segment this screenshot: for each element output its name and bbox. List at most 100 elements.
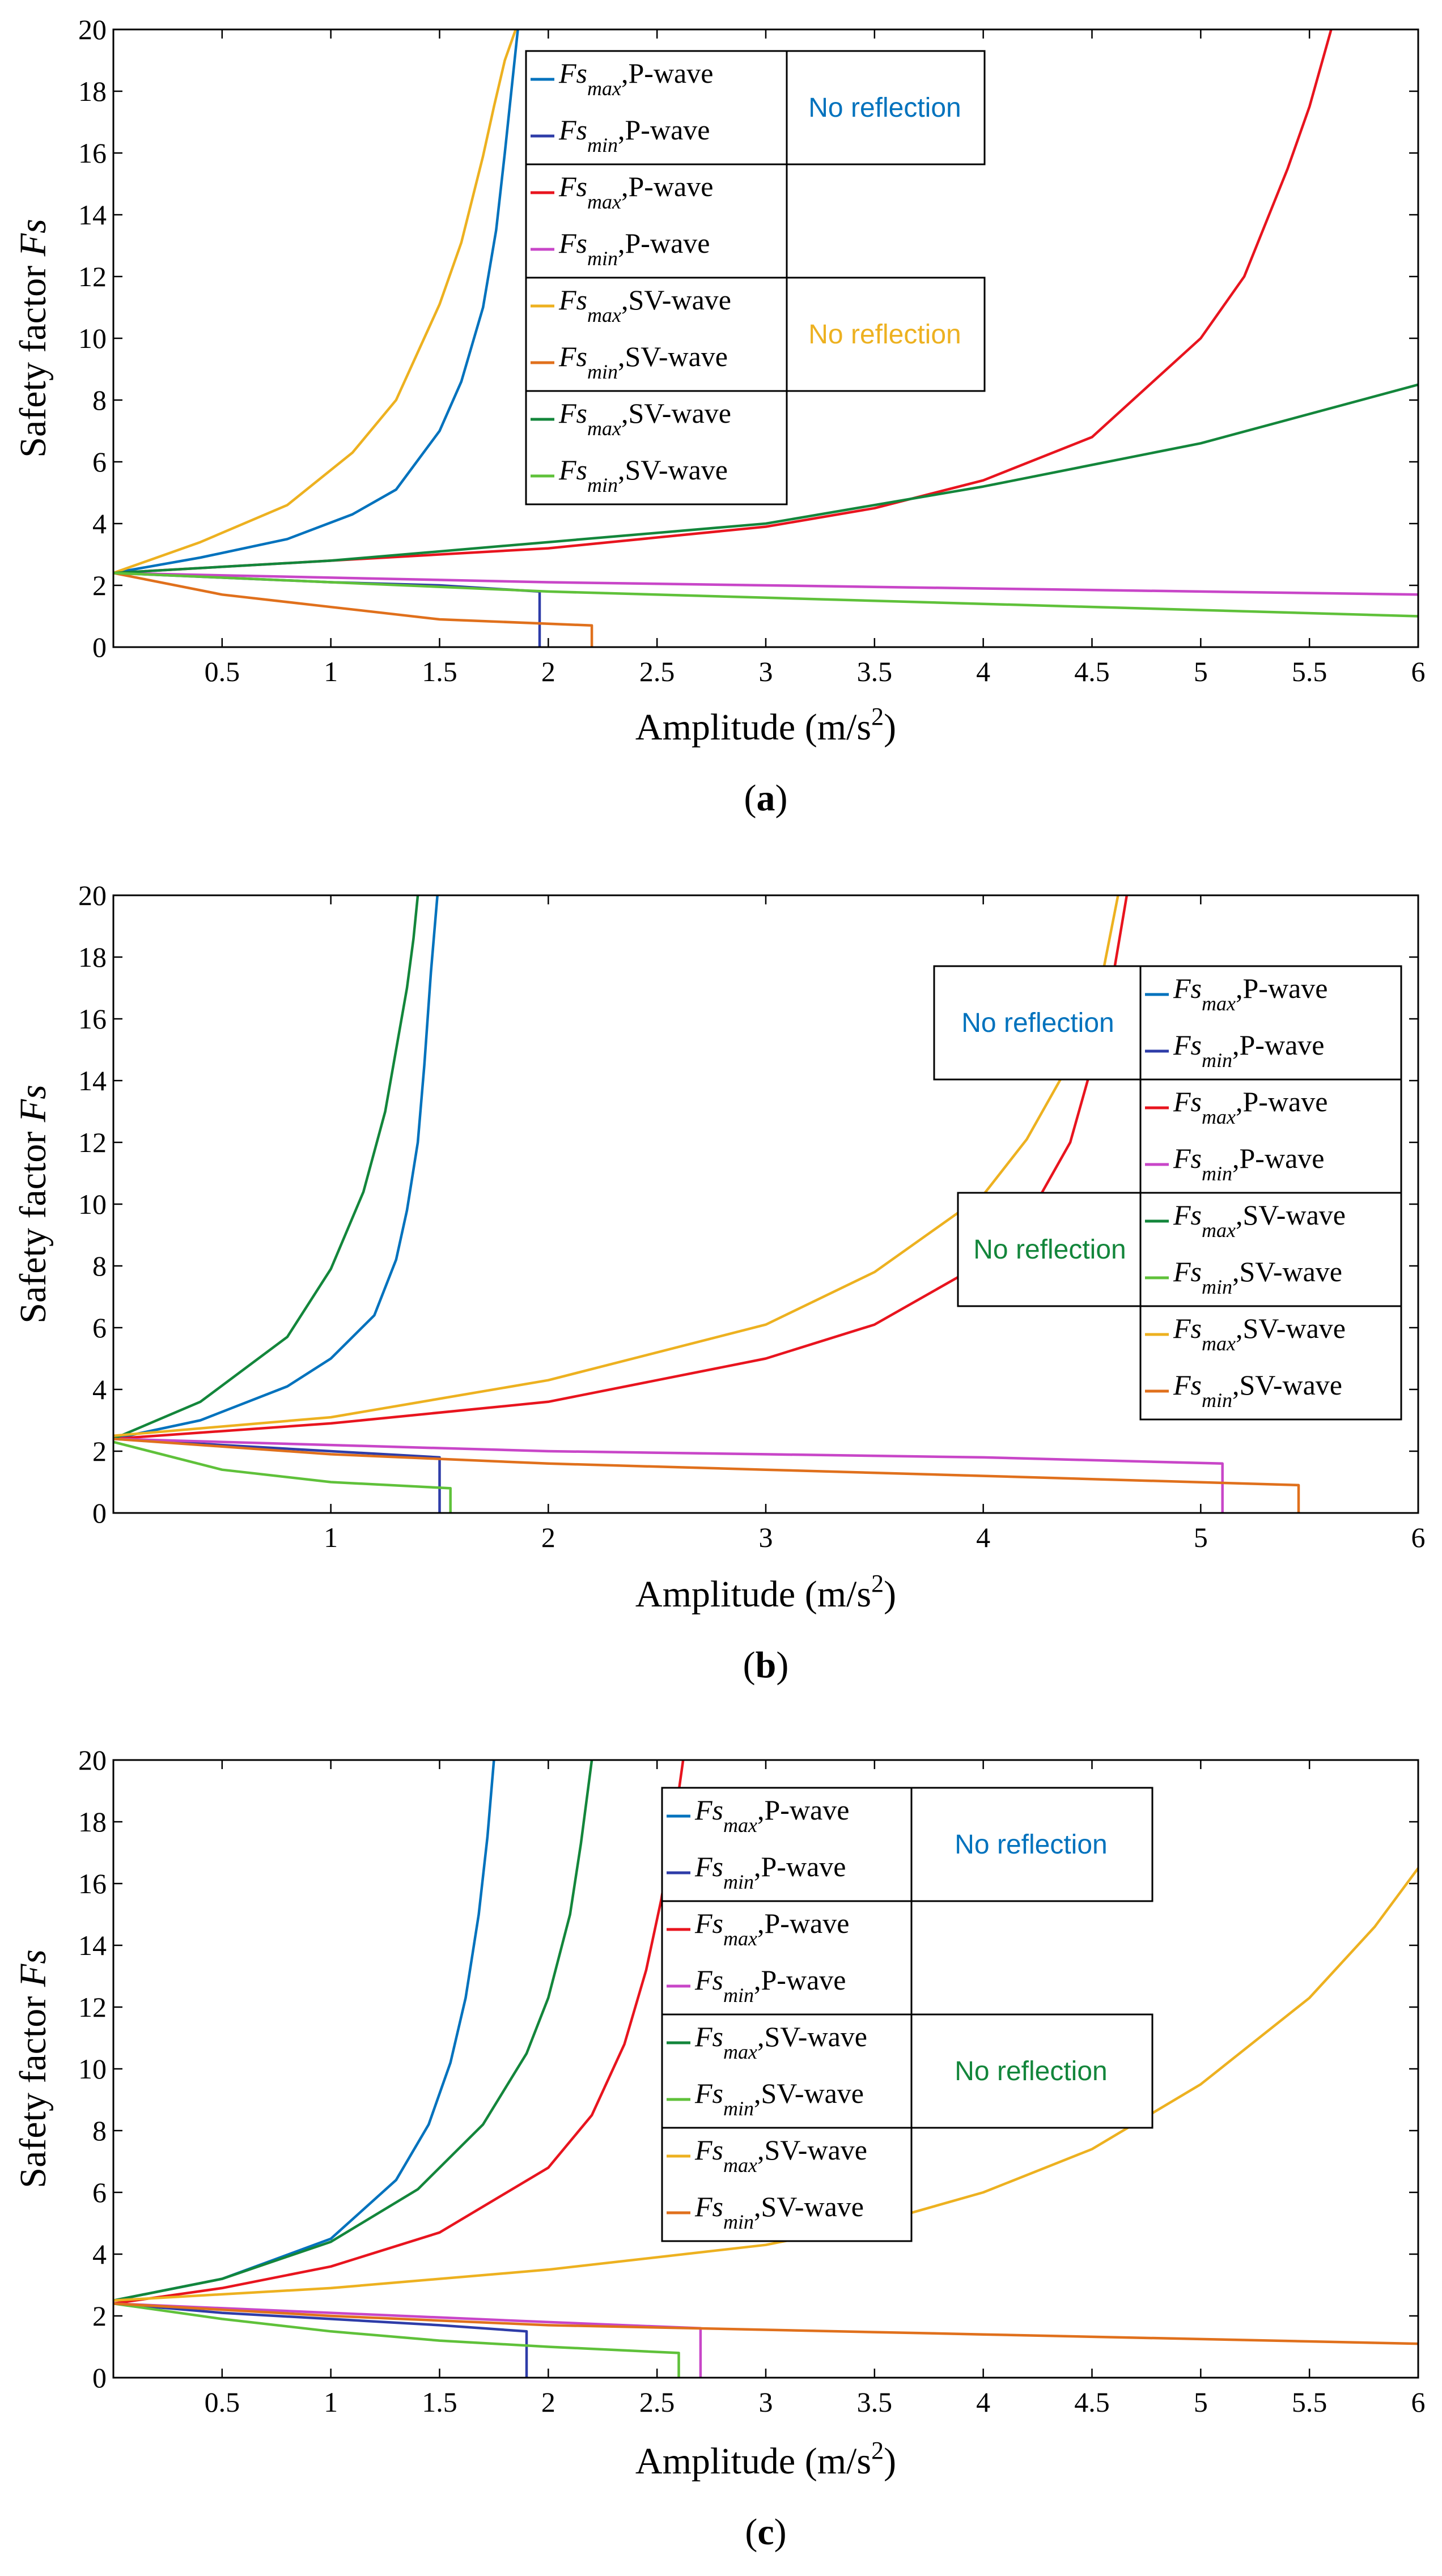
legend-subscript: min: [723, 1871, 754, 1893]
x-axis-title: Amplitude (m/s2): [635, 703, 896, 748]
annotation-box: [909, 1787, 1153, 1902]
series-line-5: [113, 1440, 452, 1513]
legend-box: [525, 163, 788, 279]
legend-symbol: Fs: [694, 1907, 723, 1939]
y-axis-title: Safety factor Fs: [12, 1085, 54, 1324]
legend-entry: Fsmin,SV-wave: [558, 454, 728, 496]
legend-subscript: min: [587, 247, 618, 270]
legend-entry: Fsmax,SV-wave: [694, 2134, 867, 2177]
legend-entry: Fsmin,SV-wave: [558, 341, 728, 383]
legend-symbol: Fs: [1173, 1086, 1202, 1117]
legend-entry: Fsmin,P-wave: [694, 1851, 846, 1893]
x-tick-label: 4: [976, 1521, 990, 1553]
x-tick-label: 6: [1411, 1521, 1426, 1553]
legend-box: [1139, 965, 1402, 1081]
y-tick-label: 2: [92, 1435, 107, 1467]
legend-wave: ,P-wave: [1236, 1086, 1328, 1117]
series-line-1: [113, 2302, 528, 2378]
panel-label-part: a: [757, 777, 775, 819]
x-tick-label: 2: [541, 2386, 555, 2418]
legend-subscript: max: [723, 1814, 757, 1837]
series-line-0: [113, 29, 519, 575]
y-tick-label: 14: [78, 1065, 107, 1096]
panel-label-part: ): [776, 1644, 788, 1686]
legend-entry: Fsmax,P-wave: [694, 1794, 849, 1837]
y-tick-label: 2: [92, 569, 107, 601]
legend-symbol: Fs: [558, 227, 587, 259]
legend-symbol: Fs: [1173, 1199, 1202, 1231]
legend-wave: ,P-wave: [1232, 1029, 1324, 1061]
panel-label: (a): [744, 777, 788, 819]
panel-label-part: ): [775, 777, 788, 819]
legend-wave: ,SV-wave: [621, 284, 731, 316]
legend-box: [1139, 1192, 1402, 1307]
x-tick-label: 3.5: [857, 2386, 893, 2418]
series-line-4: [113, 29, 517, 575]
legend-entry: Fsmax,P-wave: [694, 1907, 849, 1950]
legend-subscript: max: [1202, 1332, 1236, 1355]
legend-subscript: min: [1202, 1162, 1232, 1185]
legend-subscript: min: [587, 474, 618, 496]
x-tick-label: 4: [976, 2386, 990, 2418]
y-axis-title: Safety factor Fs: [12, 219, 54, 458]
panel-label-part: b: [756, 1644, 777, 1686]
y-tick-label: 20: [78, 879, 107, 911]
annotation-no-reflection: No reflection: [955, 2056, 1107, 2086]
legend-symbol: Fs: [694, 1794, 723, 1826]
x-tick-label: 3.5: [857, 656, 893, 687]
y-tick-label: 12: [78, 261, 107, 292]
legend-wave: ,P-wave: [1232, 1142, 1324, 1174]
series-line-2: [113, 1760, 685, 2305]
legend-symbol: Fs: [694, 1851, 723, 1882]
series-line-2: [113, 29, 1333, 575]
series-line-3: [113, 571, 1418, 596]
y-tick-label: 18: [78, 941, 107, 973]
y-tick-label: 6: [92, 1312, 107, 1344]
y-axis-title: Safety factor Fs: [12, 1949, 54, 2188]
x-tick-label: 5: [1194, 656, 1208, 687]
x-tick-label: 5: [1194, 1521, 1208, 1553]
x-tick-label: 3: [759, 2386, 773, 2418]
legend-symbol: Fs: [558, 114, 587, 146]
x-tick-label: 5.5: [1292, 656, 1328, 687]
legend-wave: ,P-wave: [618, 114, 710, 146]
panel-label-part: ): [774, 2511, 787, 2553]
legend-symbol: Fs: [694, 2191, 723, 2222]
legend-wave: ,SV-wave: [1236, 1199, 1346, 1231]
x-tick-label: 0.5: [205, 656, 240, 687]
legend-subscript: max: [1202, 992, 1236, 1015]
y-tick-label: 6: [92, 2177, 107, 2208]
legend-subscript: max: [1202, 1219, 1236, 1242]
legend-symbol: Fs: [558, 171, 587, 202]
x-tick-label: 5: [1194, 2386, 1208, 2418]
series-line-6: [113, 383, 1418, 575]
x-axis-title: Amplitude (m/s2): [635, 1570, 896, 1615]
y-axis-title-italic: Fs: [12, 1085, 54, 1123]
legend-entry: Fsmax,P-wave: [558, 57, 713, 100]
legend-subscript: max: [723, 2154, 757, 2177]
legend-wave: ,P-wave: [754, 1851, 846, 1882]
legend-subscript: max: [723, 2041, 757, 2063]
legend-wave: ,P-wave: [754, 1964, 846, 1996]
legend-entry: Fsmax,SV-wave: [558, 284, 731, 326]
legend-entry: Fsmin,P-wave: [558, 227, 710, 270]
annotation-box: [784, 50, 986, 165]
legend-subscript: max: [587, 417, 621, 440]
legend-wave: ,P-wave: [757, 1907, 849, 1939]
panel-a: 0.5 1 1.5 2 2.5 3 3.5 4 4.5 5 5.5 6 0 2 4 6 8 10 12 14 16 18 2…: [12, 14, 1426, 819]
legend-wave: ,SV-wave: [618, 454, 728, 486]
x-tick-label: 1.5: [422, 2386, 457, 2418]
y-tick-label: 12: [78, 1127, 107, 1158]
legend-wave: ,P-wave: [1236, 972, 1328, 1004]
y-tick-label: 6: [92, 446, 107, 478]
annotation-no-reflection: No reflection: [961, 1008, 1114, 1038]
y-tick-label: 4: [92, 508, 107, 539]
legend-symbol: Fs: [694, 2134, 723, 2166]
legend-subscript: max: [587, 304, 621, 326]
y-tick-label: 10: [78, 1188, 107, 1220]
y-tick-label: 18: [78, 1806, 107, 1838]
legend-wave: ,SV-wave: [1232, 1369, 1342, 1401]
panel-label-part: c: [757, 2511, 774, 2553]
